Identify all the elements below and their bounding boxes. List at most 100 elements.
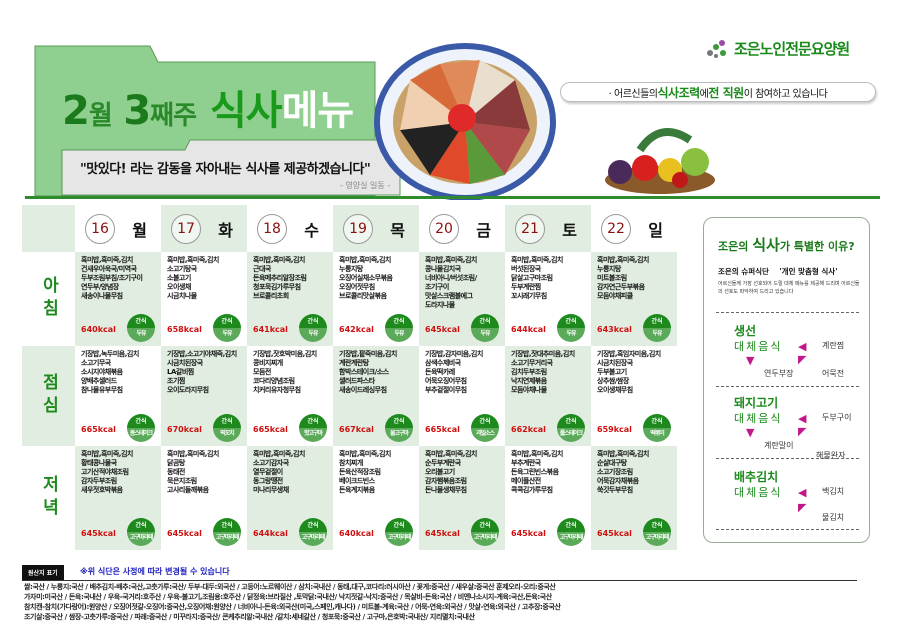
menu-cell: 흑미밥,흑미죽,김치 버섯된장국 닭살고구마조림 두부계란찜 꼬시래기무침 644kcal… [505,252,591,346]
menu-item: 어묵오징어무침 [425,377,467,385]
snack-label: 간식 [127,518,155,532]
option: 어묵전 [822,369,845,378]
calorie-count: 670kcal [167,425,202,434]
quote-text: "맛있다! 라는 감동을 자아내는 식사를 제공하겠습니다" [80,162,371,177]
menu-item: 부추겉절이무침 [425,386,467,394]
menu-cell: 흑미밥,흑미죽,김치 건새우아욱국/미역국 두부조림부침/조기구이 연두부/양념장 새송… [75,252,161,346]
menu-item: 기장밥,잣호박미음,김치 [253,350,317,358]
menu-item: 흑미밥,흑미죽,김치 [597,256,649,264]
menu-item: 동그랑땡전 [253,477,283,485]
menu-items: 기장밥,잣호박미음,김치 콩비지찌개 모듬전 코다리양념조림 치커리유자청무침 [253,350,329,395]
substitute-section-kimchi: 배추김치 대체음식 ◀ ◤ 백김치 물김치 [704,468,869,558]
meal-label: 저녁 [22,446,75,550]
header-divider [25,196,880,199]
menu-item: 오이생채무침 [597,386,633,394]
menu-item: 콕콕김가루무침 [511,486,553,494]
section-heading: 돼지고기 [734,396,779,410]
day-header: 17 화 [161,205,247,252]
panel-subtitle: 조은의 슈퍼식단 '개인 맞춤형 식사' [718,266,838,277]
menu-item: 맛살스크램블에그 [425,292,473,300]
calorie-count: 645kcal [167,529,202,538]
menu-items: 흑미밥,흑미죽,김치 버섯된장국 닭살고구마조림 두부계란찜 꼬시래기무침 [511,256,587,301]
menu-cell: 기장밥,잣대추미음,김치 소고기무거리국 김치두부조림 낙지연제볶음 모듬야채나물 662… [505,346,591,446]
menu-item: 오이도라지무침 [167,386,209,394]
menu-item: 돈육떡카레 [425,368,455,376]
date-circle: 18 [257,213,287,244]
title-week-unit: 째주 [150,101,197,131]
option: 두부구이 [822,413,852,422]
date-circle: 20 [429,213,459,244]
menu-item: 치커리유자청무침 [253,386,301,394]
calorie-count: 640kcal [81,325,116,334]
substitute-section-fish: 생선 대체음식 ◀ ◤ ▼ 계란찜 연두부장 어묵전 [704,322,869,412]
calorie-count: 645kcal [81,529,116,538]
divider [716,458,859,459]
snack-name: 과일소스 [471,428,499,442]
menu-item: 계란계란탕 [339,359,369,367]
menu-item: 감자햄볶음조림 [425,477,467,485]
menu-item: 브로콜리맛살볶음 [339,292,387,300]
snack-name: 두유 [643,328,671,342]
menu-item: 동태전 [167,468,185,476]
origin-list: 쌀:국산 / 누룽지:국산 / 배추김치-배추:국산,고춧가루:국산/ 두부-대… [24,582,561,622]
arrow-icon: ◤ [798,353,807,366]
menu-items: 흑미밥,흑미죽,김치 순살대구탕 소고기장조림 어묵감자채볶음 쑥갓두부무침 [597,450,673,495]
menu-item: 베이크드빈스 [339,477,375,485]
menu-item: 기장밥,감자미음,김치 [425,350,483,358]
menu-cell: 흑미밥,흑미죽,김치 황태콩나물국 고기산적야채조림 감자두부조림 새우젓호박볶음 645… [75,446,161,550]
menu-item: 소고기무국 [81,359,111,367]
menu-item: 두부계란찜 [511,283,541,291]
snack-badge: 간식 두유 [385,314,413,342]
calorie-count: 662kcal [511,425,546,434]
snack-badge: 간식 두유 [471,314,499,342]
menu-item: 묵은지조림 [167,477,197,485]
snack-name: 떡꼬치 [213,428,241,442]
snack-label: 간식 [471,518,499,532]
menu-item: 열무겉절이 [253,468,283,476]
snack-label: 간식 [299,314,327,328]
snack-name: 고구마라떼 [127,532,155,546]
snack-label: 간식 [471,414,499,428]
snack-badge: 간식 고구마라떼 [557,518,585,546]
menu-cell: 기장밥,소고기야채죽,김치 시금치된장국 LA갈비찜 조기찜 오이도라지무침 670kca… [161,346,247,446]
panel-title-text: 가 특별한 이유? [779,240,855,253]
snack-badge: 간식 콩스테이크 [127,414,155,442]
menu-item: 어묵감자채볶음 [597,477,639,485]
menu-item: 모듬야채나물 [511,386,547,394]
meal-label: 아침 [22,252,75,346]
menu-item: 청포묵김가루무침 [253,283,301,291]
day-header: 21 토 [505,205,591,252]
calorie-count: 645kcal [511,529,546,538]
menu-item: 흑미밥,흑미죽,김치 [339,450,391,458]
menu-item: 기장밥,팥죽미음,김치 [339,350,397,358]
snack-badge: 간식 핫고구마 [299,414,327,442]
menu-item: 흑미밥,흑미죽,김치 [339,256,391,264]
menu-item: 시금치된장국 [597,359,633,367]
snack-badge: 간식 고구마라떼 [385,518,413,546]
snack-badge: 간식 고구마라떼 [471,518,499,546]
panel-title-text: 조은의 [718,240,753,253]
origin-line: 쌀:국산 / 누룽지:국산 / 배추김치-배추:국산,고춧가루:국산/ 두부-대… [24,583,556,591]
menu-item: 황태콩나물국 [81,459,117,467]
panel-title: 조은의 식사가 특별한 이유? [718,234,855,255]
menu-items: 기장밥,감자미음,김치 삼색수제비국 돈육떡카레 어묵오징어무침 부추겉절이무침 [425,350,501,395]
snack-badge: 간식 떡꼬치 [213,414,241,442]
menu-item: 미트볼조림 [597,274,627,282]
section-alt-label: 대체음식 [734,486,783,499]
menu-item: 소고기장조림 [597,468,633,476]
arrow-icon: ◀ [798,340,807,353]
option: 연두부장 [764,369,794,378]
snack-name: 고구마라떼 [471,532,499,546]
menu-item: 미나리무생채 [253,486,289,494]
menu-item: 시금치나물 [167,292,197,300]
panel-title-highlight: 식사 [752,236,780,254]
substitute-section-pork: 돼지고기 대체음식 ◀ ◤ ▼ 두부구이 계란말이 해물완자 [704,394,869,484]
slogan-highlight: 식사조력 [657,85,701,100]
day-of-week: 토 [562,220,577,240]
menu-items: 흑미밥,흑미죽,김치 닭곰탕 동태전 묵은지조림 고사리들깨볶음 [167,450,243,495]
footer-divider [22,580,857,581]
menu-item: 오징어젓무침 [339,283,375,291]
snack-name: 두유 [385,328,413,342]
calorie-count: 644kcal [253,529,288,538]
menu-item: 새우젓호박볶음 [81,486,123,494]
